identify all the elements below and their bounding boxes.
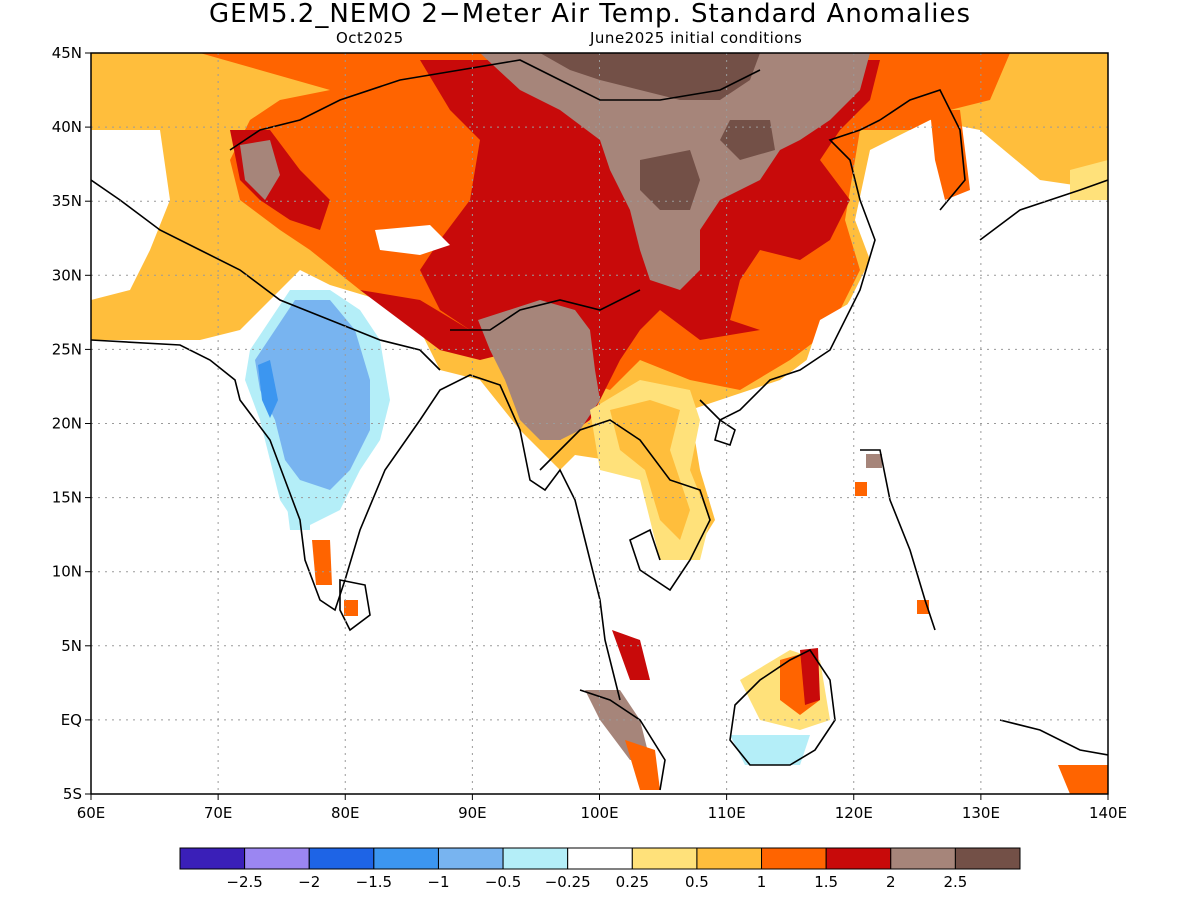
- longitude-axis: 60E 70E 80E 90E 100E 110E 120E 130E 140E: [77, 794, 1127, 822]
- lat-tick-label: EQ: [61, 711, 82, 729]
- colorbar-swatch: [954, 847, 1021, 870]
- region-sumatra-orange: [625, 740, 660, 790]
- colorbar-swatch: [631, 847, 698, 870]
- region-gansu-darkbrown: [640, 150, 700, 210]
- region-borneo-cyan: [730, 735, 810, 765]
- map-grid: [91, 53, 1108, 794]
- chart-title: GEM5.2_NEMO 2−Meter Air Temp. Standard A…: [208, 0, 972, 29]
- region-myanmar-brown: [478, 300, 600, 440]
- region-kerala-orange: [312, 540, 332, 585]
- colorbar-label: 1: [757, 873, 767, 891]
- colorbar-swatch: [308, 847, 375, 870]
- colorbar-swatch: [696, 847, 763, 870]
- region-india-blue: [255, 300, 370, 490]
- region-png-orange: [1058, 765, 1108, 794]
- colorbar-label: 0.5: [685, 873, 709, 891]
- colorbar-label: 2: [886, 873, 896, 891]
- lon-tick-label: 70E: [204, 804, 233, 822]
- colorbar-label: −2.5: [226, 873, 262, 891]
- region-west-white: [91, 130, 170, 300]
- colorbar-label: −0.25: [545, 873, 591, 891]
- region-borneo-red: [800, 648, 820, 705]
- region-se-asia-white: [575, 455, 670, 560]
- region-luzon-brown: [866, 454, 882, 468]
- region-india-deepblue: [258, 360, 278, 418]
- init-conditions-label: June2025 initial conditions: [590, 29, 803, 47]
- region-kashmir-brown: [240, 140, 280, 200]
- colorbar-swatch: [502, 847, 569, 870]
- lon-tick-label: 120E: [835, 804, 873, 822]
- lat-tick-label: 20N: [52, 415, 82, 433]
- lat-tick-label: 35N: [52, 192, 82, 210]
- colorbar-label: −0.5: [485, 873, 521, 891]
- lon-tick-label: 140E: [1089, 804, 1127, 822]
- lat-tick-label: 5S: [63, 785, 82, 803]
- region-qinghai-darkbrown: [720, 120, 775, 160]
- region-tarim-white: [375, 225, 450, 255]
- lon-tick-label: 100E: [580, 804, 618, 822]
- colorbar-label: 1.5: [814, 873, 838, 891]
- region-luzon-orange: [855, 482, 867, 496]
- region-mongolia-darkbrown: [540, 53, 760, 100]
- colorbar-swatch: [373, 847, 439, 870]
- colorbar-label: 0.25: [616, 873, 649, 891]
- lat-tick-label: 30N: [52, 266, 82, 284]
- region-srilanka-orange: [344, 600, 358, 616]
- lon-tick-label: 130E: [962, 804, 1000, 822]
- region-malaysia-red: [612, 630, 650, 680]
- lon-tick-label: 90E: [458, 804, 487, 822]
- colorbar-swatch: [825, 847, 892, 870]
- latitude-axis: 45N 40N 35N 30N 25N 20N 15N 10N 5N EQ 5S: [52, 44, 91, 803]
- colorbar: −2.5 −2 −1.5 −1 −0.5 −0.25 0.25 0.5 1 1.5 2 2.5: [179, 847, 1021, 891]
- lat-tick-label: 40N: [52, 118, 82, 136]
- region-sumatra-brown: [585, 690, 650, 760]
- lon-tick-label: 110E: [708, 804, 746, 822]
- colorbar-label: 2.5: [943, 873, 967, 891]
- coastlines: [91, 59, 1108, 791]
- colorbar-swatch: [437, 847, 504, 870]
- region-india-cyan-south: [285, 490, 310, 530]
- colorbar-swatch: [179, 847, 246, 870]
- colorbar-swatch: [761, 847, 827, 870]
- lat-tick-label: 15N: [52, 489, 82, 507]
- colorbar-label: −1: [427, 873, 449, 891]
- lat-tick-label: 10N: [52, 563, 82, 581]
- colorbar-swatch: [244, 847, 310, 870]
- lon-tick-label: 60E: [77, 804, 106, 822]
- colorbar-swatch: [567, 847, 633, 870]
- colorbar-label: −1.5: [356, 873, 392, 891]
- lat-tick-label: 25N: [52, 340, 82, 358]
- colorbar-label: −2: [298, 873, 320, 891]
- region-indochina-orange: [610, 400, 690, 540]
- colorbar-swatch: [890, 847, 956, 870]
- lat-tick-label: 5N: [61, 637, 82, 655]
- lon-tick-label: 80E: [331, 804, 360, 822]
- lat-tick-label: 45N: [52, 44, 82, 62]
- valid-month-label: Oct2025: [336, 29, 404, 47]
